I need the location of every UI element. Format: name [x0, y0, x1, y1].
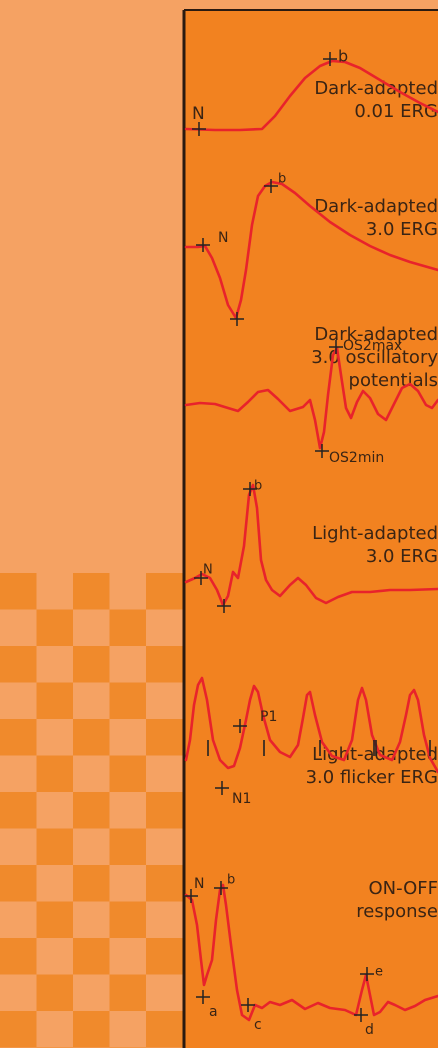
checker-square — [146, 938, 183, 975]
checker-square — [109, 755, 146, 792]
label-oscillatory-potentials: Dark-adapted 3.0 oscillatory potentials — [311, 324, 438, 391]
marker-label-la30-b: b — [254, 479, 262, 494]
marker-label-da001-b: b — [338, 47, 348, 66]
marker-label-flicker-N1: N1 — [232, 791, 251, 807]
trace-onoff — [184, 883, 438, 1022]
checker-square — [146, 1011, 183, 1048]
marker-label-op-OS2min: OS2min — [329, 450, 384, 466]
marker-label-da001-N: N — [192, 104, 205, 124]
checker-square — [146, 646, 183, 683]
checker-square — [36, 682, 73, 719]
checker-square — [109, 974, 146, 1011]
checker-square — [109, 901, 146, 938]
checker-square — [109, 609, 146, 646]
checker-square — [73, 1011, 110, 1048]
checker-square — [36, 828, 73, 865]
marker-label-da30-b: b — [278, 172, 286, 187]
checker-square — [0, 938, 37, 975]
marker-label-onoff-c: c — [254, 1017, 262, 1033]
checker-square — [73, 865, 110, 902]
checker-square — [146, 792, 183, 829]
marker-label-onoff-N: N — [194, 876, 204, 892]
checker-square — [109, 828, 146, 865]
marker-label-flicker-P1: P1 — [260, 709, 277, 725]
marker-label-onoff-b: b — [227, 873, 235, 888]
checker-square — [0, 865, 37, 902]
marker-label-onoff-a: a — [209, 1004, 218, 1020]
label-light-adapted-30: Light-adapted 3.0 ERG — [312, 523, 438, 567]
checker-square — [36, 974, 73, 1011]
checker-square — [0, 792, 37, 829]
checker-square — [73, 792, 110, 829]
marker-label-da30-N: N — [218, 230, 228, 246]
checker-square — [0, 646, 37, 683]
label-dark-adapted-001: Dark-adapted 0.01 ERG — [314, 78, 438, 122]
label-on-off-response: ON-OFF response — [356, 878, 438, 922]
checker-square — [146, 865, 183, 902]
marker-label-op-OS2max: OS2max — [343, 338, 402, 354]
marker-label-onoff-e: e — [375, 965, 383, 980]
checker-square — [73, 573, 110, 610]
trace-op — [184, 346, 438, 450]
trace-la30 — [184, 483, 438, 607]
checker-square — [73, 646, 110, 683]
plot-area — [184, 10, 438, 1048]
trace-da30 — [184, 180, 438, 320]
checker-square — [36, 901, 73, 938]
checker-square — [146, 573, 183, 610]
trace-flicker — [184, 676, 438, 774]
marker-label-la30-N: N — [203, 563, 213, 578]
checker-square — [0, 573, 37, 610]
label-dark-adapted-30: Dark-adapted 3.0 ERG — [314, 196, 438, 240]
checker-square — [36, 609, 73, 646]
checker-square — [73, 938, 110, 975]
checker-square — [36, 755, 73, 792]
checker-square — [109, 682, 146, 719]
marker-label-onoff-d: d — [365, 1022, 374, 1038]
checker-square — [0, 719, 37, 756]
checker-square — [0, 1011, 37, 1048]
checker-square — [73, 719, 110, 756]
trace-da001 — [184, 59, 438, 132]
checker-square — [146, 719, 183, 756]
